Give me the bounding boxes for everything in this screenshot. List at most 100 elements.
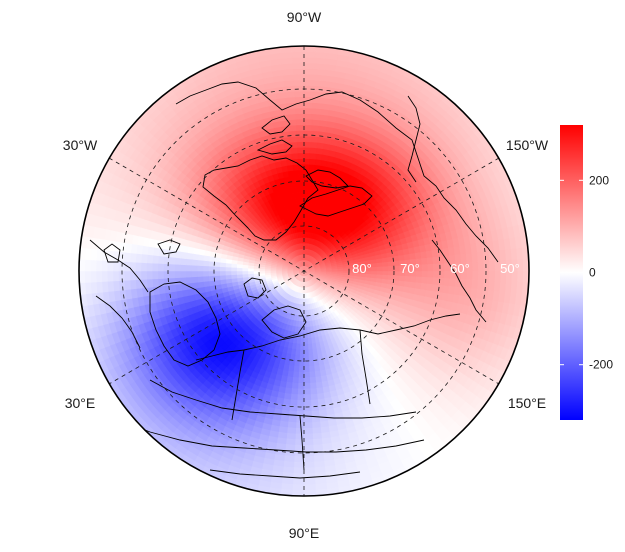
field-cell <box>258 270 266 274</box>
field-cell <box>309 388 318 395</box>
field-cell <box>489 270 496 282</box>
field-cell <box>303 427 313 435</box>
field-cell <box>295 107 305 115</box>
field-cell <box>294 180 300 188</box>
field-cell <box>299 191 305 199</box>
field-cell <box>297 146 305 154</box>
field-cell <box>140 262 148 272</box>
field-cell <box>101 260 108 272</box>
field-cell <box>236 270 243 275</box>
field-cell <box>308 163 316 171</box>
field-cell <box>303 478 316 486</box>
field-cell <box>290 147 299 154</box>
field-cell <box>287 421 297 429</box>
field-cell <box>224 266 232 272</box>
field-cell <box>303 371 310 379</box>
field-cell <box>241 270 249 275</box>
field-cell <box>196 270 204 277</box>
field-cell <box>426 277 434 285</box>
field-cell <box>303 416 313 424</box>
field-cell <box>174 270 181 279</box>
field-cell <box>146 262 153 272</box>
field-cell <box>310 399 319 407</box>
field-cell <box>151 254 159 264</box>
field-cell <box>286 164 294 172</box>
field-cell <box>314 269 322 272</box>
field-cell <box>112 260 119 272</box>
field-cell <box>415 276 423 284</box>
field-cell <box>303 118 313 126</box>
field-cell <box>247 270 254 275</box>
field-cell <box>376 270 384 276</box>
field-cell <box>432 270 440 279</box>
lat-label-70: 70° <box>400 261 420 276</box>
colorbar-tick-label: 0 <box>589 266 596 280</box>
field-cell <box>298 354 305 362</box>
field-cell <box>303 394 312 401</box>
lon-label-lower-right: 150°E <box>508 395 546 411</box>
field-cell <box>303 343 309 351</box>
field-cell <box>465 279 473 289</box>
field-cell <box>295 118 305 126</box>
field-cell <box>342 268 350 272</box>
field-cell <box>180 257 187 266</box>
field-cell <box>371 266 378 272</box>
field-cell <box>95 270 103 283</box>
field-cell <box>303 101 314 109</box>
field-cell <box>208 275 215 282</box>
field-cell <box>292 478 305 486</box>
field-cell <box>134 261 142 272</box>
field-cell <box>299 338 305 345</box>
field-cell <box>421 257 428 266</box>
field-cell <box>157 278 165 287</box>
field-cell <box>287 169 295 177</box>
field-cell <box>297 158 305 165</box>
field-cell <box>297 377 305 384</box>
field-cell <box>230 274 238 279</box>
field-cell <box>285 96 296 104</box>
field-cell <box>311 118 321 126</box>
field-cell <box>294 433 305 441</box>
field-cell <box>303 349 309 356</box>
colorbar-tick-label: 200 <box>589 173 609 187</box>
lon-label-top: 90°W <box>287 9 322 25</box>
field-cell <box>290 388 299 395</box>
field-cell <box>146 278 154 288</box>
field-cell <box>303 354 310 362</box>
field-cell <box>392 255 400 262</box>
field-cell <box>382 270 389 276</box>
field-cell <box>219 266 226 272</box>
field-cell <box>290 393 298 401</box>
field-cell <box>185 258 193 266</box>
field-cell <box>309 152 317 160</box>
field-cell <box>129 252 137 263</box>
field-cell <box>303 472 316 480</box>
field-cell <box>313 359 320 367</box>
field-cell <box>295 124 305 131</box>
field-cell <box>129 261 136 272</box>
field-cell <box>118 260 125 272</box>
field-cell <box>296 197 301 205</box>
field-cell <box>303 484 316 491</box>
field-cell <box>303 113 313 120</box>
field-cell <box>311 421 321 429</box>
field-cell <box>292 51 305 58</box>
field-cell <box>427 263 434 272</box>
field-cell <box>291 376 299 384</box>
field-cell <box>303 56 316 64</box>
field-cell <box>292 484 305 491</box>
field-cell <box>310 135 319 143</box>
field-cell <box>118 270 125 282</box>
field-cell <box>312 438 323 446</box>
field-cell <box>219 270 226 276</box>
field-cell <box>387 261 395 267</box>
field-cell <box>236 273 243 279</box>
field-cell <box>293 73 305 81</box>
field-cell <box>311 113 321 121</box>
field-cell <box>89 270 97 283</box>
field-cell <box>101 270 108 282</box>
field-cell <box>295 427 305 435</box>
field-cell <box>230 270 237 276</box>
field-cell <box>106 270 114 282</box>
